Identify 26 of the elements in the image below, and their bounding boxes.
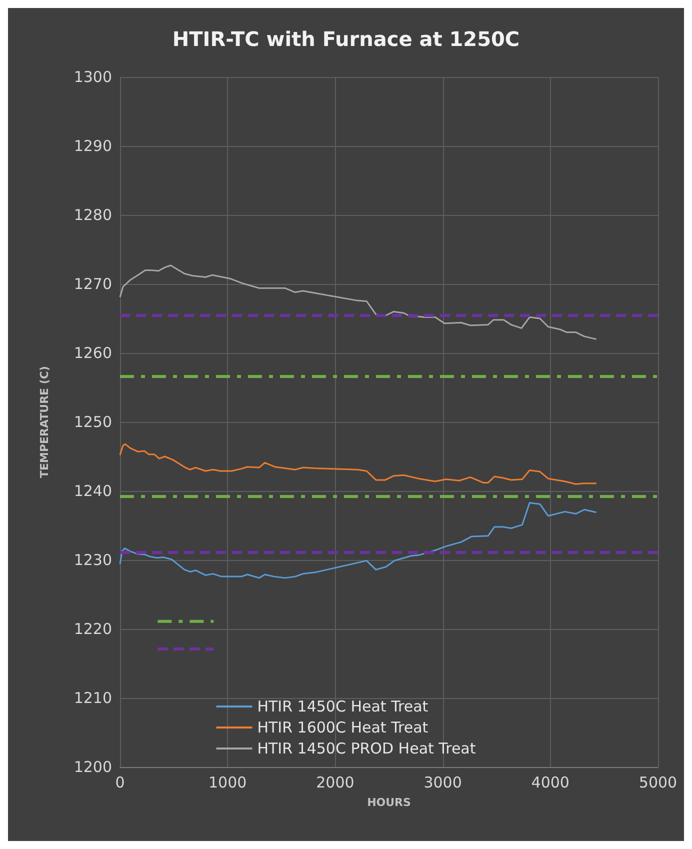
y-axis-title: TEMPERATURE (C) — [38, 366, 51, 478]
line-series — [119, 443, 598, 485]
x-axis-title: HOURS — [367, 796, 412, 809]
y-tick-label: 1230 — [74, 551, 112, 569]
y-tick-label: 1280 — [74, 206, 112, 224]
legend-label: HTIR 1450C Heat Treat — [257, 698, 428, 716]
y-tick-label: 1270 — [74, 275, 112, 293]
y-tick-label: 1240 — [74, 482, 112, 500]
y-tick-label: 1220 — [74, 620, 112, 638]
chart-title: HTIR-TC with Furnace at 1250C — [172, 27, 520, 51]
y-tick-label: 1260 — [74, 344, 112, 362]
legend-label: HTIR 1600C Heat Treat — [257, 718, 428, 736]
line-series — [119, 502, 598, 579]
y-tick-label: 1300 — [74, 68, 112, 86]
y-tick-label: 1290 — [74, 137, 112, 155]
y-tick-label: 1210 — [74, 689, 112, 707]
x-tick-label: 5000 — [638, 774, 678, 792]
legend-label: HTIR 1450C PROD Heat Treat — [257, 740, 476, 758]
x-tick-label: 2000 — [316, 774, 354, 792]
y-tick-label: 1250 — [74, 413, 112, 431]
x-tick-label: 1000 — [208, 774, 247, 792]
line-series — [119, 264, 598, 340]
x-tick-label: 0 — [115, 774, 125, 792]
x-tick-label: 4000 — [531, 774, 570, 792]
y-tick-label: 1200 — [74, 758, 112, 776]
x-tick-label: 3000 — [424, 774, 462, 792]
